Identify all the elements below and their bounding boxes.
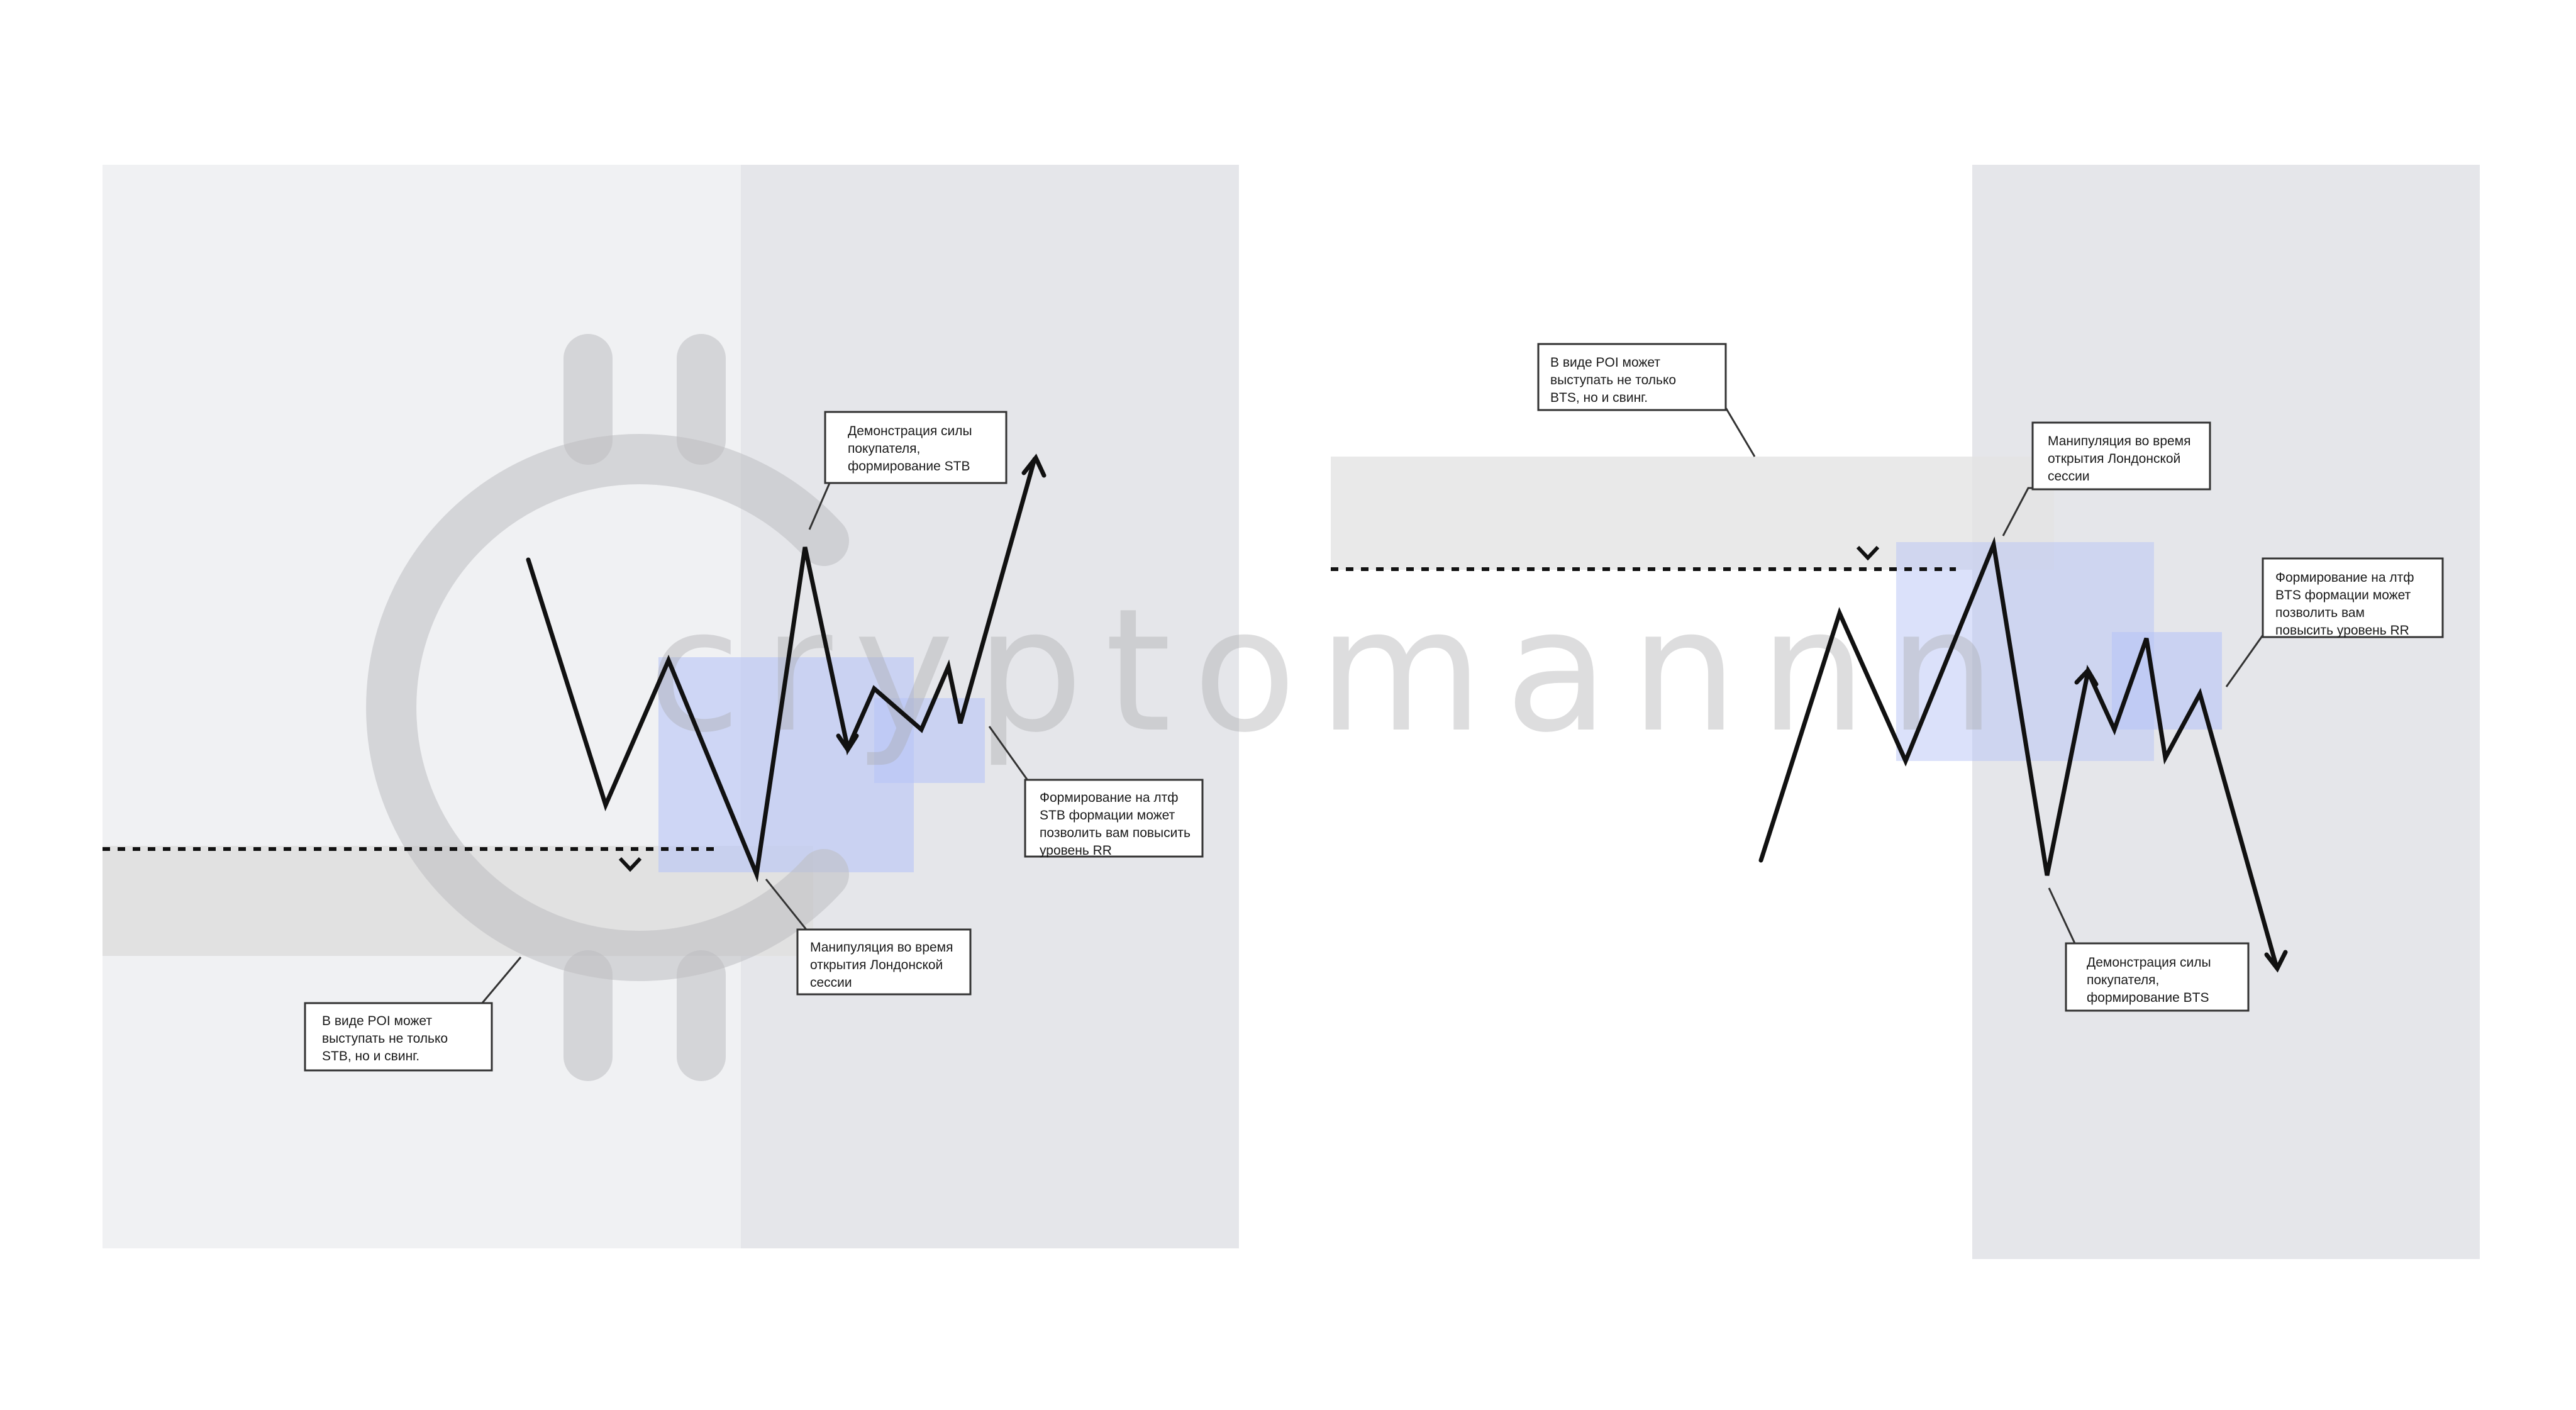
callout-line: В виде POI может <box>1550 355 1660 370</box>
callout-box <box>2065 942 2250 1012</box>
callout-line: открытия Лондонской <box>810 958 943 972</box>
callout-box <box>1024 779 1204 858</box>
callout-line: формирование BTS <box>2087 991 2209 1005</box>
callout-line: формирование STB <box>848 459 970 474</box>
svg-text:Манипуляция во время отк: Манипуляция во время открытия Лондонской… <box>810 940 957 990</box>
callout-line: позволить вам <box>2275 606 2365 620</box>
right-entry-marker-icon <box>1856 545 1880 561</box>
callout-line: В виде POI может <box>322 1014 432 1028</box>
callout-line: Демонстрация силы <box>2087 955 2211 970</box>
callout-line: выступать не только <box>1550 373 1676 387</box>
right-callout-buyer-strength: Демонстрация силы покупателя, формирован… <box>2048 887 2250 1012</box>
callout-line: Демонстрация силы <box>848 424 972 438</box>
callout-line: Формирование на лтф <box>2275 570 2414 585</box>
callout-line: BTS формации может <box>2275 588 2411 602</box>
callout-line: BTS, но и свинг. <box>1550 391 1648 405</box>
callout-line: открытия Лондонской <box>2048 452 2180 466</box>
callout-line: покупателя, <box>2087 973 2159 987</box>
callout-line: Манипуляция во время <box>810 940 953 955</box>
bitcoin-watermark-icon <box>366 334 849 1081</box>
callout-box <box>2031 421 2211 491</box>
callout-box <box>304 1002 493 1072</box>
svg-text:Формирование на лтф BTS: Формирование на лтф BTS формации может п… <box>2275 570 2418 638</box>
right-panel <box>1331 165 2480 1259</box>
svg-text:В виде POI может выступа: В виде POI может выступать не только STB… <box>322 1014 452 1063</box>
left-callout-manipulation: Манипуляция во время открытия Лондонской… <box>765 879 972 996</box>
left-callout-ltf-formation: Формирование на лтф STB формации может п… <box>988 726 1204 858</box>
svg-text:Демонстрация силы покупа: Демонстрация силы покупателя, формирован… <box>2087 955 2214 1005</box>
callout-line: уровень RR <box>1040 843 1112 858</box>
svg-text:Демонстрация силы покупа: Демонстрация силы покупателя, формирован… <box>848 424 975 474</box>
callout-box <box>2262 557 2444 638</box>
callout-pointer <box>1714 408 1756 457</box>
callout-line: STB, но и свинг. <box>322 1049 419 1063</box>
left-callout-poi: В виде POI может выступать не только STB… <box>304 957 522 1072</box>
callout-line: Формирование на лтф <box>1040 791 1179 805</box>
callout-box <box>1537 343 1727 411</box>
callout-line: повысить уровень RR <box>2275 623 2409 638</box>
callout-line: сессии <box>2048 469 2090 484</box>
right-callout-manipulation: Манипуляция во время открытия Лондонской… <box>2002 421 2211 536</box>
callout-line: выступать не только <box>322 1031 448 1046</box>
callout-line: позволить вам повысить <box>1040 826 1191 840</box>
callout-line: Манипуляция во время <box>2048 434 2191 448</box>
left-panel-background-light <box>103 165 741 1248</box>
callout-line: сессии <box>810 975 852 990</box>
left-entry-marker-icon <box>618 857 642 872</box>
left-price-path <box>526 453 1046 883</box>
right-price-path <box>1758 536 2288 973</box>
watermark-text: cryptomannn <box>648 572 2018 770</box>
right-callout-poi: В виде POI может выступать не только BTS… <box>1537 343 1756 457</box>
svg-text:В виде POI может выступа: В виде POI может выступать не только BTS… <box>1550 355 1680 405</box>
left-callout-buyer-strength: Демонстрация силы покупателя, формирован… <box>808 411 1008 530</box>
svg-text:Манипуляция во время отк: Манипуляция во время открытия Лондонской… <box>2048 434 2194 484</box>
callout-line: STB формации может <box>1040 808 1175 823</box>
right-callout-ltf-formation: Формирование на лтф BTS формации может п… <box>2225 557 2444 687</box>
callout-line: покупателя, <box>848 441 920 456</box>
callout-box <box>796 928 972 996</box>
svg-text:Формирование на лтф STB: Формирование на лтф STB формации может п… <box>1040 791 1194 858</box>
callout-box <box>824 411 1008 484</box>
